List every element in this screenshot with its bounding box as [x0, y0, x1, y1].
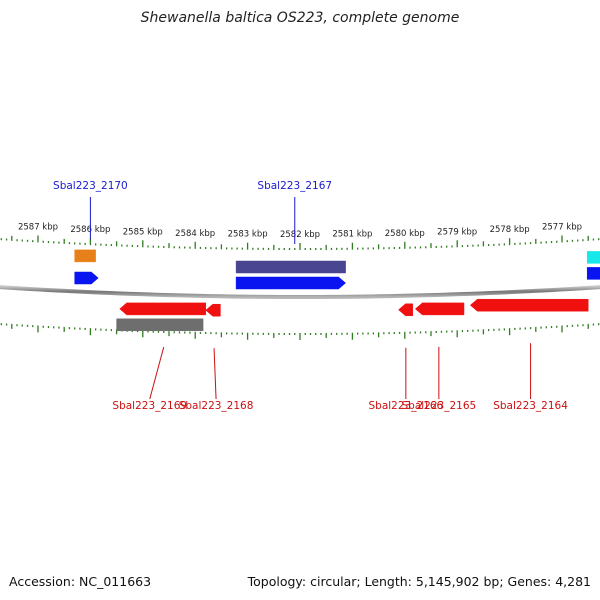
feature-tracks	[74, 249, 600, 332]
inner-tick-ring	[0, 323, 600, 340]
scale-tick-label: 2580 kbp	[385, 229, 425, 239]
scale-tick-label: 2582 kbp	[280, 230, 320, 240]
outer-tick-ring	[0, 235, 600, 250]
accession-text: Accession: NC_011663	[9, 574, 152, 589]
scale-tick-label: 2578 kbp	[490, 225, 530, 235]
map-title: Shewanella baltica OS223, complete genom…	[140, 10, 460, 26]
scale-labels: 2587 kbp 2586 kbp 2585 kbp 2584 kbp 2583 kbp…	[18, 222, 582, 240]
gene-labels: Sbal223_2170 Sbal223_2167Sbal223_2169Sbal…	[53, 180, 568, 412]
cds-feature	[414, 302, 465, 316]
cds-feature	[119, 302, 206, 316]
genome-backbone	[0, 285, 600, 300]
gene-label[interactable]: Sbal223_2164	[493, 400, 568, 412]
gene-label[interactable]: Sbal223_2168	[179, 400, 254, 412]
gene-label[interactable]: Sbal223_2166	[368, 400, 443, 412]
gene-feature	[235, 260, 346, 274]
gene-feature	[586, 251, 600, 264]
genome-summary-text: Topology: circular; Length: 5,145,902 bp…	[247, 574, 591, 589]
gene-label[interactable]: Sbal223_2167	[257, 180, 332, 192]
scale-tick-label: 2585 kbp	[123, 227, 163, 237]
cds-feature	[205, 303, 221, 317]
cds-feature	[235, 276, 346, 290]
scale-tick-label: 2583 kbp	[228, 230, 268, 240]
scale-tick-label: 2577 kbp	[542, 222, 582, 232]
scale-tick-label: 2587 kbp	[18, 222, 58, 232]
cds-feature	[469, 298, 589, 312]
cds-feature	[398, 303, 413, 317]
gene-feature	[116, 318, 204, 332]
gene-label[interactable]: Sbal223_2169	[112, 400, 187, 412]
scale-tick-label: 2584 kbp	[175, 229, 215, 239]
gene-label-leader	[213, 348, 217, 400]
gene-label[interactable]: Sbal223_2170	[53, 180, 128, 192]
rna-feature	[74, 249, 96, 263]
scale-tick-label: 2581 kbp	[332, 230, 372, 240]
cds-feature	[586, 267, 600, 280]
gene-label[interactable]: Sbal223_2165	[402, 400, 477, 412]
cds-feature	[74, 271, 99, 285]
gene-label-leader	[149, 346, 165, 400]
scale-tick-label: 2579 kbp	[437, 227, 477, 237]
